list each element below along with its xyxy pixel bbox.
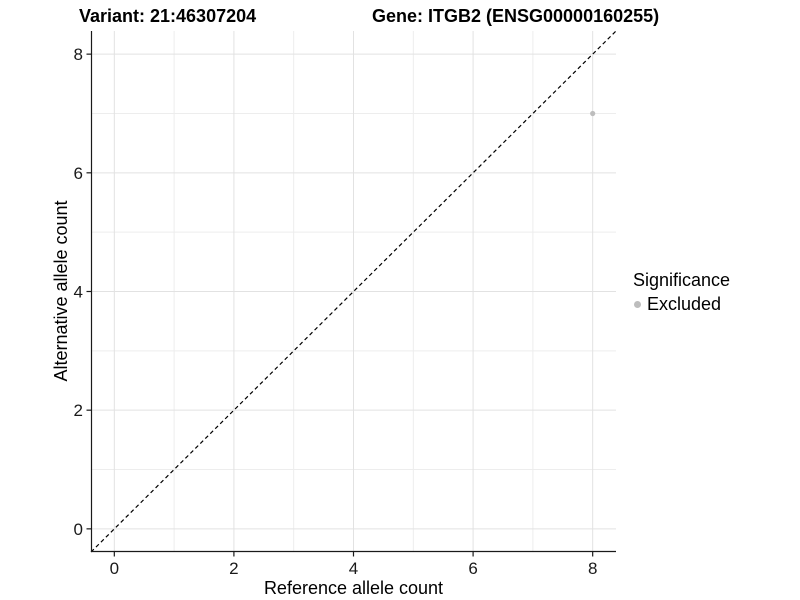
plot-panel: 0 2 4 6 8 0 2 4 6 8: [74, 30, 617, 578]
identity-dashed-line: [90, 30, 617, 553]
x-tick-label: 0: [110, 559, 119, 578]
y-tick-label: 2: [74, 401, 83, 420]
x-tick-label: 2: [229, 559, 238, 578]
legend-title: Significance: [633, 270, 731, 290]
x-tick-label: 4: [349, 559, 358, 578]
legend: Significance Excluded: [630, 269, 730, 315]
y-tick-label: 4: [74, 283, 83, 302]
plot-title-gene: Gene: ITGB2 (ENSG00000160255): [372, 6, 660, 26]
y-axis-title: Alternative allele count: [51, 200, 71, 382]
y-tick-label: 6: [74, 164, 83, 183]
x-axis-title: Reference allele count: [263, 578, 444, 598]
x-tick-label: 8: [588, 559, 597, 578]
legend-point-icon: [634, 300, 641, 308]
x-tick-label: 6: [468, 559, 477, 578]
y-tick-label: 0: [74, 520, 83, 539]
plot-title-variant: Variant: 21:46307204: [79, 6, 257, 26]
y-tick-label: 8: [74, 45, 83, 64]
legend-item-label: Excluded: [647, 294, 722, 314]
data-point: [590, 110, 596, 117]
legend-item-excluded: Excluded: [630, 293, 730, 315]
